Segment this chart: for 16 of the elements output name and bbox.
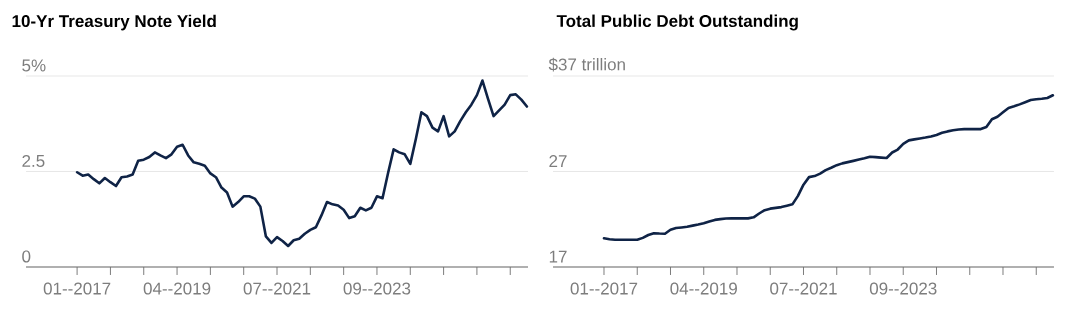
x-tick-label: 07--2021 (770, 282, 837, 295)
y-tick-label: 0 (22, 250, 31, 263)
chart-title: 10-Yr Treasury Note Yield (12, 14, 216, 31)
y-tick-label: 2.5 (22, 154, 45, 167)
y-tick-label: $37 trillion (548, 57, 625, 72)
x-tick-label: 09--2023 (343, 282, 411, 295)
y-tick-label: 27 (549, 155, 567, 167)
y-tick-label: 5% (22, 59, 46, 72)
x-tick-label: 07--2021 (243, 282, 311, 295)
x-tick-label: 01--2017 (43, 282, 111, 295)
x-tick-label: 01--2017 (570, 282, 638, 295)
chart-title: Total Public Debt Outstanding (556, 14, 798, 31)
x-tick-label: 04--2019 (143, 282, 211, 295)
x-tick-label: 04--2019 (670, 282, 737, 295)
y-tick-label: 17 (549, 250, 567, 263)
x-tick-label: 09--2023 (869, 282, 937, 295)
